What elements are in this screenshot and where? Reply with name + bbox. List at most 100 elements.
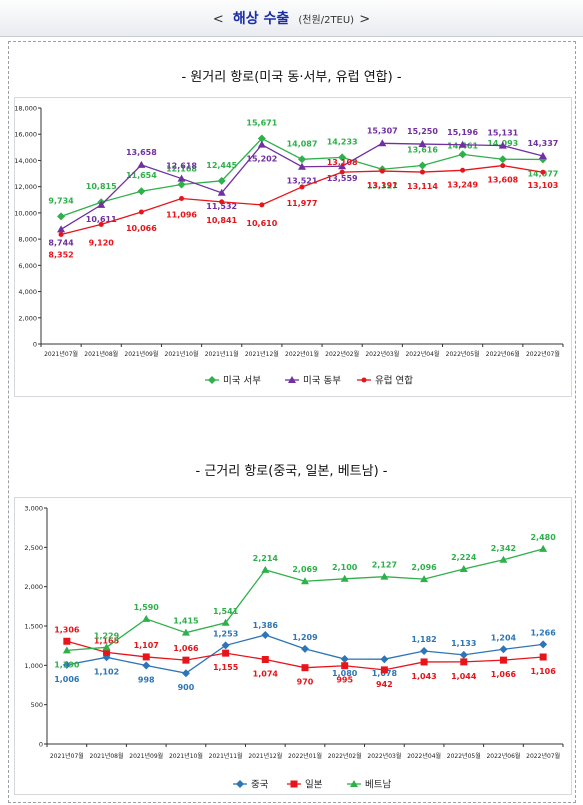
x-tick-label: 2022년05월 — [446, 350, 480, 358]
data-label: 1,043 — [411, 672, 436, 681]
prev-arrow-icon[interactable]: < — [212, 12, 224, 27]
data-point — [380, 666, 388, 674]
legend-marker — [208, 376, 216, 384]
y-tick-label: 4,000 — [18, 288, 37, 296]
x-tick-label: 2022년07월 — [526, 752, 560, 760]
data-label: 1,006 — [54, 675, 80, 684]
data-point — [177, 180, 186, 189]
data-label: 13,616 — [407, 145, 438, 154]
long-haul-chart-svg: 0 2,000 4,000 6,000 8,000 10,000 12,000 14,000 1… — [14, 105, 564, 387]
data-label: 13,114 — [407, 182, 438, 191]
data-point — [137, 187, 146, 196]
next-arrow-icon[interactable]: > — [359, 12, 371, 27]
data-point — [418, 161, 427, 170]
data-label: 13,327 — [367, 181, 398, 190]
short-haul-chart: 0 500 1,000 1,500 2,000 2,500 3,000 2021년07월 202… — [14, 497, 572, 795]
x-tick-label: 2021년09월 — [129, 752, 163, 760]
data-label: 900 — [178, 683, 195, 692]
data-point — [380, 572, 389, 580]
data-point — [138, 209, 144, 215]
data-label: 13,108 — [327, 158, 358, 167]
y-tick-label: 16,000 — [15, 131, 37, 139]
data-label: 998 — [138, 675, 155, 684]
legend-label: 베트남 — [365, 780, 391, 791]
data-point — [499, 656, 507, 664]
y-tick-label: 0 — [33, 341, 37, 349]
y-tick-label: 3,000 — [24, 505, 43, 513]
legend-marker — [361, 377, 367, 383]
long-haul-section-title: - 원거리 항로(미국 동·서부, 유럽 연합) - — [181, 70, 402, 85]
data-point — [459, 650, 468, 659]
data-label: 10,610 — [246, 219, 277, 228]
data-point — [259, 202, 265, 208]
data-label: 10,066 — [126, 224, 157, 233]
data-label: 1,044 — [451, 672, 477, 681]
data-label: 15,131 — [487, 129, 518, 138]
series-2: 1,190 1,229 1,590 1,415 1,541 2,214 2,069 2,100… — [54, 533, 556, 669]
y-tick-label: 2,500 — [24, 544, 43, 552]
data-label: 1,106 — [530, 667, 556, 676]
data-label: 2,100 — [332, 563, 358, 572]
data-point — [97, 200, 106, 208]
series-1: 8,744 10,611 13,658 12,618 11,532 15,202 13,52… — [48, 126, 558, 247]
data-label: 1,306 — [54, 625, 80, 634]
y-tick-label: 1,000 — [24, 662, 43, 670]
data-point — [418, 140, 427, 148]
data-point — [98, 221, 104, 227]
data-point — [498, 155, 507, 164]
data-label: 1,074 — [253, 670, 279, 679]
data-label: 11,654 — [126, 171, 157, 180]
data-label: 11,977 — [287, 199, 318, 208]
data-point — [298, 162, 306, 170]
x-tick-label: 2022년03월 — [367, 752, 401, 760]
x-tick-label: 2021년10월 — [169, 752, 203, 760]
data-point — [102, 643, 111, 651]
content-frame — [8, 41, 576, 803]
x-tick-label: 2021년11월 — [205, 350, 239, 358]
data-point — [420, 575, 429, 583]
data-point — [57, 212, 66, 221]
data-point — [380, 655, 389, 664]
x-tick-label: 2022년03월 — [365, 350, 399, 358]
x-tick-label: 2021년08월 — [84, 350, 118, 358]
data-label: 1,165 — [94, 636, 120, 645]
data-point — [261, 656, 269, 664]
legend-item: 미국 동부 — [285, 376, 341, 387]
data-label: 8,352 — [48, 250, 73, 259]
data-point — [142, 661, 151, 670]
data-point — [299, 184, 305, 190]
data-point — [301, 664, 309, 672]
data-label: 15,671 — [246, 119, 277, 128]
x-tick-label: 2022년02월 — [325, 350, 359, 358]
data-label: 9,120 — [89, 238, 115, 247]
data-label: 10,611 — [86, 215, 117, 224]
data-point — [222, 649, 230, 657]
legend-item: 미국 서부 — [205, 376, 261, 387]
x-tick-label: 2022년02월 — [328, 752, 362, 760]
data-label: 12,618 — [166, 162, 197, 171]
data-label: 13,608 — [487, 176, 518, 185]
page-header: < 해상 수출 (천원/2TEU) > — [0, 0, 583, 37]
data-label: 14,087 — [287, 139, 318, 148]
data-point — [340, 574, 349, 582]
data-label: 1,253 — [213, 629, 238, 638]
data-label: 13,559 — [327, 174, 358, 183]
data-label: 1,066 — [491, 670, 517, 679]
y-tick-label: 14,000 — [15, 157, 37, 165]
unit-label: (천원/2TEU) — [298, 15, 355, 26]
data-label: 1,541 — [213, 607, 239, 616]
data-point — [181, 669, 190, 678]
data-point — [499, 555, 508, 563]
data-point — [539, 640, 548, 649]
data-point — [378, 139, 387, 147]
legend-item: 중국 — [233, 780, 269, 791]
data-label: 1,133 — [451, 639, 476, 648]
legend-label: 미국 서부 — [223, 376, 261, 387]
data-label: 15,307 — [367, 126, 398, 135]
data-point — [137, 160, 146, 168]
data-point — [458, 140, 467, 148]
data-point — [500, 163, 506, 169]
data-point — [57, 225, 66, 233]
x-tick-label: 2022년05월 — [447, 752, 481, 760]
data-label: 1,190 — [54, 660, 80, 669]
